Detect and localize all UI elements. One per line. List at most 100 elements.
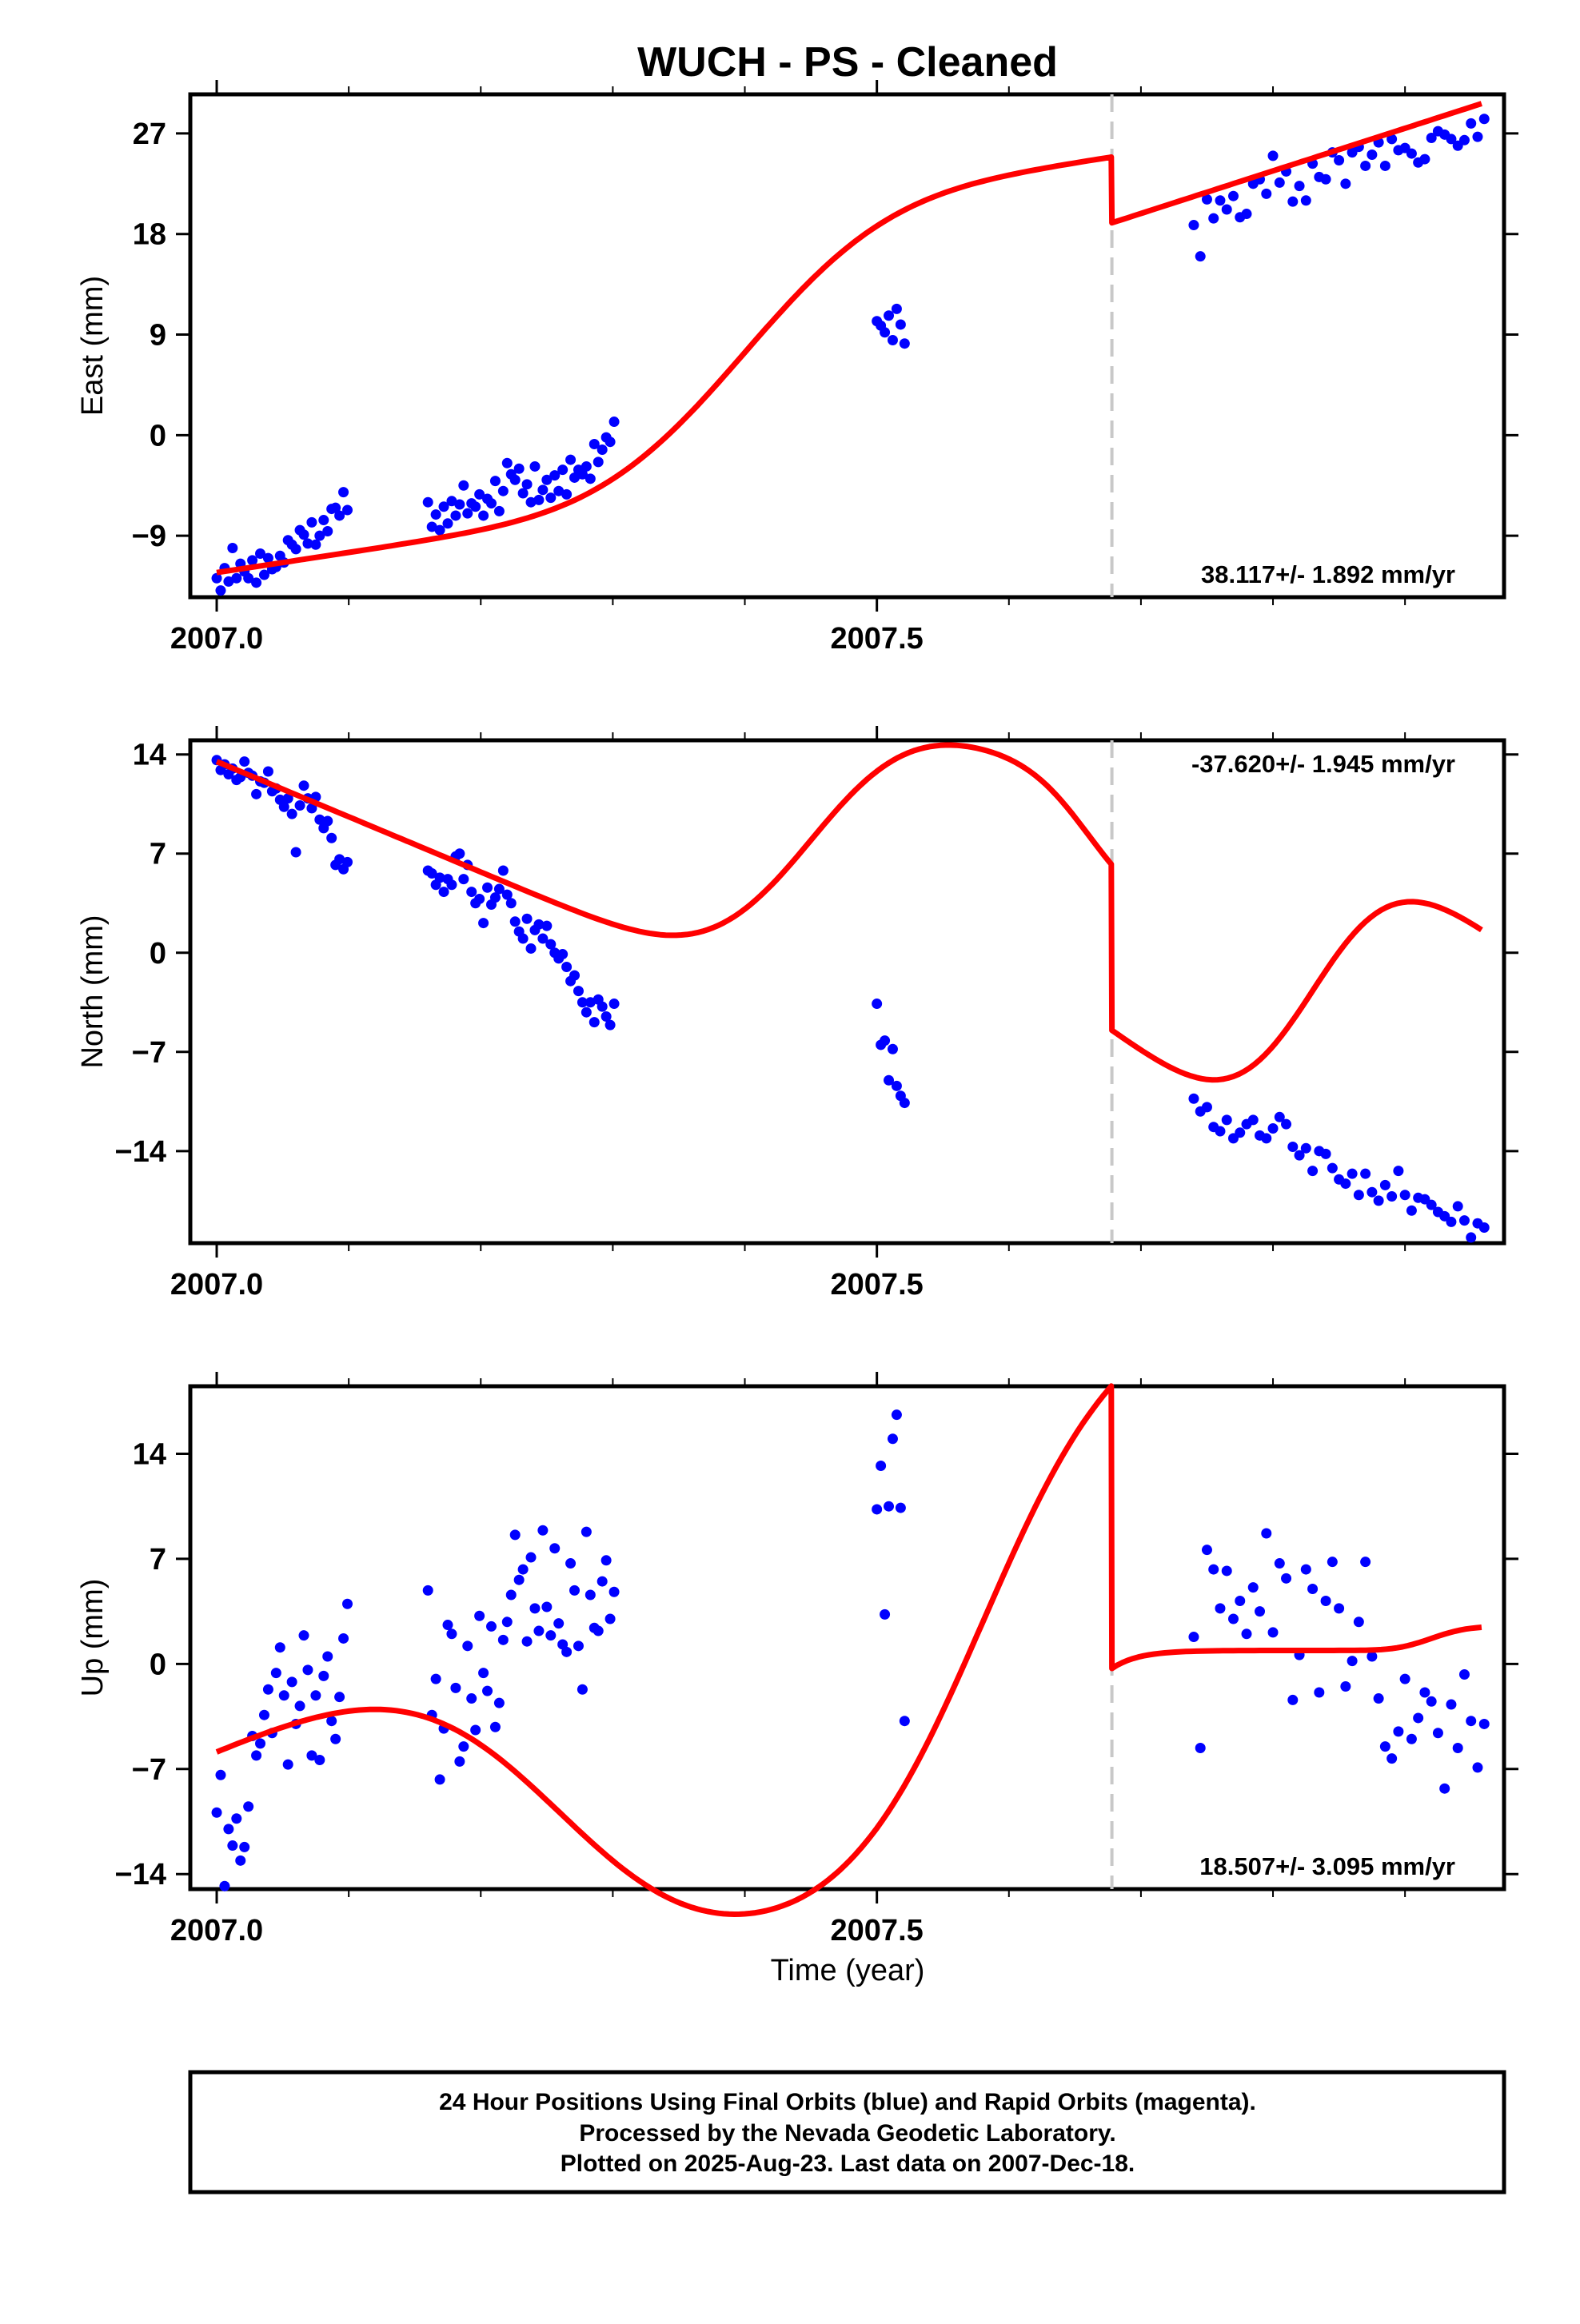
data-point [306,1750,317,1761]
y-tick-label: 7 [150,1543,166,1577]
data-point [1419,1687,1430,1698]
data-point [258,1709,269,1720]
data-point [247,555,258,566]
data-point [231,572,242,584]
data-point [1287,1142,1299,1153]
model-curve [215,742,1483,1083]
data-point [521,479,533,490]
data-point [255,548,266,559]
data-point [501,457,513,468]
data-point [251,788,262,799]
data-point [1274,177,1285,188]
data-point [341,856,353,867]
rate-label: 38.117+/- 1.892 mm/yr [1201,560,1455,588]
data-point [482,1685,493,1696]
data-point [581,1526,592,1537]
data-point [604,1019,616,1030]
data-point [474,1610,485,1621]
data-point [509,916,521,927]
data-point [545,939,557,950]
data-point [533,1625,545,1636]
data-point [1386,1191,1398,1202]
data-point [322,526,333,537]
data-point [596,1576,608,1587]
footer-line-2: Processed by the Nevada Geodetic Laborat… [579,2120,1115,2147]
panel-north: 2007.0 2007.5 −14 −7 0 7 14 North (mm) -37.620+/… [76,726,1518,1302]
data-point [525,1552,537,1563]
data-point [262,1684,273,1695]
data-point [1287,196,1299,207]
data-point [1300,1142,1311,1154]
data-point [1367,1651,1378,1662]
data-point [298,780,309,791]
data-point [1466,1716,1477,1727]
data-point [1314,1687,1325,1698]
data-point [585,1589,596,1600]
data-point [1235,1595,1246,1606]
data-point [1195,1743,1206,1754]
y-axis-label: Up (mm) [76,1579,110,1697]
data-point [1320,1595,1331,1606]
data-point [509,474,521,485]
data-point [215,585,226,596]
data-point [286,1676,297,1688]
data-point [880,1608,891,1620]
data-point [1195,251,1206,262]
data-point [884,310,895,321]
data-point [1241,209,1252,220]
data-point [887,1043,898,1054]
data-point [553,485,565,496]
data-point [517,1564,529,1575]
data-point [1439,1783,1450,1794]
data-point [1393,1726,1404,1737]
data-point [1294,1150,1305,1161]
data-point [899,338,910,349]
data-point [239,756,250,767]
data-point [489,1721,501,1732]
data-point [278,1690,289,1701]
data-point [589,439,600,450]
data-point [334,854,345,865]
footer-box [188,2070,1506,2194]
data-point [553,1618,565,1629]
data-point [521,1636,533,1647]
data-point [1386,134,1398,145]
data-point [426,521,437,532]
data-point [1426,1696,1437,1707]
data-point [529,460,541,472]
data-point [306,803,317,814]
data-point [1334,154,1345,165]
data-point [262,552,273,564]
data-point [470,1724,481,1736]
data-point [434,872,445,883]
data-point [891,1409,902,1421]
data-point [334,510,345,521]
footer-line-3: Plotted on 2025-Aug-23. Last data on 200… [561,2151,1135,2177]
y-tick-label: 0 [150,419,166,452]
data-point [545,1630,557,1641]
data-point [1458,1669,1470,1680]
data-point [592,456,604,468]
data-point [505,1589,517,1600]
data-point [600,1011,612,1022]
y-axis-label: North (mm) [76,915,110,1068]
data-point [505,898,517,909]
data-point [1452,1201,1463,1212]
data-point [1446,134,1457,145]
data-point [1201,1545,1212,1556]
x-tick-label: 2007.0 [170,622,263,656]
data-point [1478,1222,1490,1234]
data-point [880,1035,891,1046]
data-point [330,1733,341,1744]
x-axis-label: Time (year) [771,1954,925,1987]
rate-label: -37.620+/- 1.945 mm/yr [1191,750,1455,778]
data-point [274,1642,285,1653]
data-point [1221,204,1232,215]
data-point [525,943,537,954]
data-point [446,496,457,507]
data-point [231,1813,242,1824]
data-point [255,1738,266,1749]
y-tick-label: 14 [133,1437,166,1471]
data-point [891,303,902,314]
